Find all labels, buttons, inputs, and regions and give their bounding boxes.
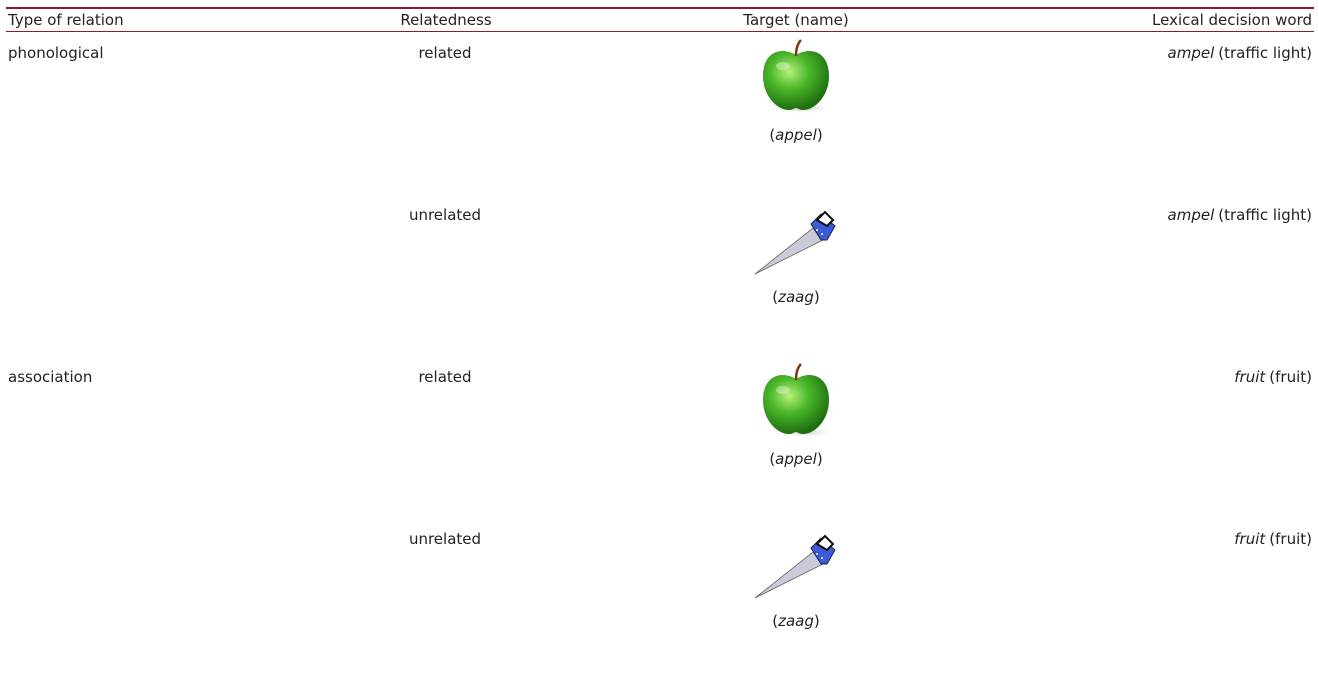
lexical-word: fruit: [1234, 530, 1266, 548]
table-row: unrelated (zaag) ampel (traffic light): [6, 194, 1314, 356]
target-name: (appel): [588, 450, 1004, 468]
relatedness-cell: related: [306, 32, 586, 195]
parenthesis: (: [772, 288, 779, 306]
parenthesis: ): [813, 612, 820, 630]
target-name: (appel): [588, 126, 1004, 144]
lexical-word: ampel: [1167, 206, 1215, 224]
lexical-cell: fruit (fruit): [1006, 518, 1314, 680]
parenthesis: ): [813, 288, 820, 306]
target-cell: (zaag): [586, 518, 1006, 680]
table-row: unrelated (zaag) fruit (fruit): [6, 518, 1314, 680]
type-cell: association: [6, 356, 306, 518]
target-word: zaag: [778, 612, 814, 630]
type-cell: [6, 518, 306, 680]
parenthesis: ): [816, 450, 823, 468]
relatedness: unrelated: [408, 206, 482, 224]
column-header: Type of relation: [6, 7, 306, 32]
lexical-cell: ampel (traffic light): [1006, 194, 1314, 356]
relatedness-cell: related: [306, 356, 586, 518]
lexical-cell: ampel (traffic light): [1006, 32, 1314, 195]
gloss: (fruit): [1269, 368, 1312, 386]
type-of-relation: phonological: [8, 44, 104, 62]
gloss: (traffic light): [1218, 44, 1312, 62]
relatedness-cell: unrelated: [306, 194, 586, 356]
relatedness: related: [418, 44, 472, 62]
relatedness-cell: unrelated: [306, 518, 586, 680]
target-word: zaag: [778, 288, 814, 306]
target-name: (zaag): [588, 612, 1004, 630]
gloss: (fruit): [1269, 530, 1312, 548]
gloss: (traffic light): [1218, 206, 1312, 224]
target-cell: (appel): [586, 356, 1006, 518]
lexical-cell: fruit (fruit): [1006, 356, 1314, 518]
lexical-word: ampel: [1167, 44, 1215, 62]
relatedness: unrelated: [408, 530, 482, 548]
type-cell: [6, 194, 306, 356]
lexical-word: fruit: [1234, 368, 1266, 386]
target-word: appel: [775, 126, 817, 144]
target-word: appel: [775, 450, 817, 468]
parenthesis: (: [772, 612, 779, 630]
apple-image: [763, 363, 837, 438]
type-cell: phonological: [6, 32, 306, 195]
target-cell: (appel): [586, 32, 1006, 195]
column-header: Relatedness: [306, 7, 586, 32]
column-header: Lexical decision word: [1006, 7, 1314, 32]
parenthesis: (: [769, 450, 776, 468]
saw-image: [754, 534, 836, 599]
page: Type of relation Relatedness Target (name)…: [6, 7, 1314, 630]
saw-image: [754, 210, 836, 275]
type-of-relation: association: [8, 368, 93, 386]
parenthesis: (: [769, 126, 776, 144]
column-header: Target (name): [586, 7, 1006, 32]
stimuli-table: Type of relation Relatedness Target (name)…: [6, 7, 1314, 680]
parenthesis: ): [816, 126, 823, 144]
table-row: phonological related (appel) ampel (traffic …: [6, 32, 1314, 195]
table-row: association related (appel) fruit (fruit): [6, 356, 1314, 518]
relatedness: related: [418, 368, 472, 386]
target-cell: (zaag): [586, 194, 1006, 356]
target-name: (zaag): [588, 288, 1004, 306]
apple-image: [763, 39, 837, 114]
